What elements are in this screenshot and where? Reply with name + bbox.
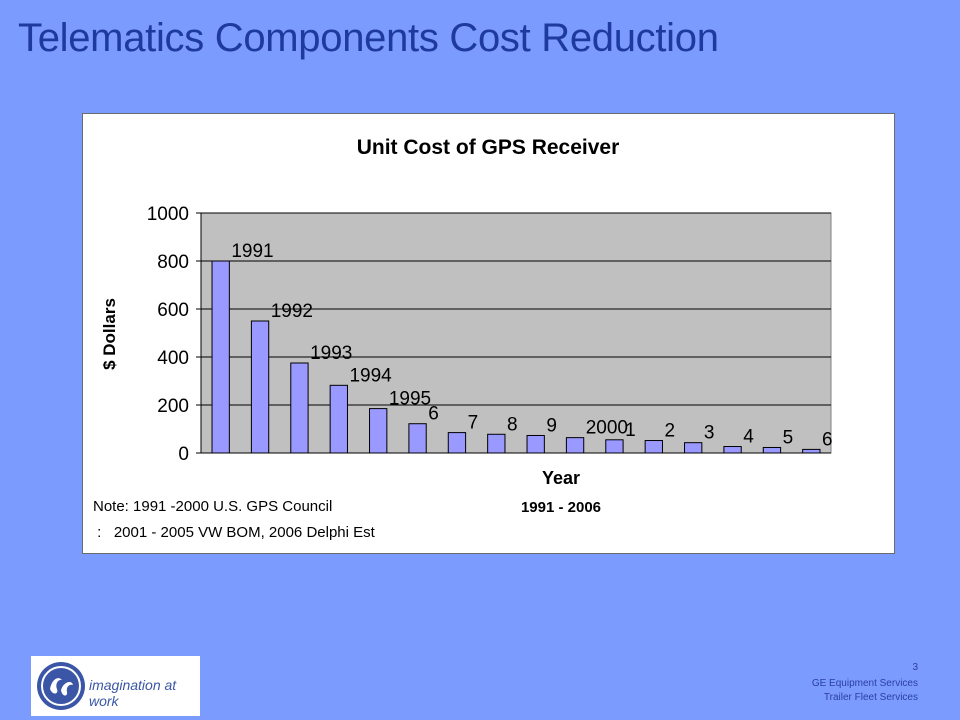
slide-title: Telematics Components Cost Reduction: [18, 16, 719, 60]
data-label-1994: 1994: [349, 365, 392, 386]
data-label-2002: 2: [664, 421, 675, 442]
y-tick-label: 200: [157, 396, 189, 417]
bar-1998: [487, 433, 506, 454]
data-label-2005: 5: [783, 427, 794, 448]
data-label-2006: 6: [822, 429, 833, 450]
bar-2006: [802, 448, 821, 454]
bar-1993: [290, 362, 309, 454]
bar-2002: [644, 440, 663, 454]
bar-1999: [526, 434, 545, 454]
y-axis-title: $ Dollars: [100, 298, 119, 370]
data-label-2001: 1: [625, 420, 636, 441]
footer-company: GE Equipment Services: [811, 678, 918, 689]
data-label-2004: 4: [743, 427, 754, 448]
y-tick-label: 400: [157, 348, 189, 369]
bar-chart: Unit Cost of GPS Receiver 19911992199319…: [100, 136, 833, 516]
y-tick-label: 600: [157, 300, 189, 321]
data-label-1992: 1992: [271, 301, 313, 322]
bar-1994: [329, 384, 348, 454]
data-label-1999: 9: [546, 415, 557, 436]
y-tick-labels: 0 200 400 600 800 1000: [147, 204, 189, 465]
y-tick-label: 0: [178, 444, 189, 465]
data-label-1998: 8: [507, 414, 518, 435]
ge-logo: imagination at work: [31, 656, 200, 716]
bar-1996: [408, 423, 427, 454]
footer-division: Trailer Fleet Services: [823, 692, 918, 703]
data-label-2000: 2000: [586, 418, 628, 439]
x-axis-title: Year: [542, 468, 580, 488]
bar-2000: [565, 437, 585, 454]
bar-2004: [723, 446, 742, 454]
x-axis-range-label: 1991 - 2006: [521, 499, 601, 516]
bar-2003: [684, 442, 703, 454]
bar-1995: [369, 408, 388, 454]
bars: [211, 260, 821, 454]
data-label-2003: 3: [704, 423, 715, 444]
chart-title: Unit Cost of GPS Receiver: [357, 136, 620, 159]
source-note-line-2: : 2001 - 2005 VW BOM, 2006 Delphi Est: [93, 524, 375, 541]
data-label-1996: 6: [428, 404, 439, 425]
chart-container: Unit Cost of GPS Receiver 1991 1992 1993 19…: [82, 113, 895, 554]
data-label-1997: 7: [468, 413, 479, 434]
bar-1991: [211, 260, 230, 454]
bar-2005: [762, 446, 782, 454]
logo-tagline: imagination at work: [89, 677, 177, 709]
bar-2001: [605, 439, 624, 454]
y-tick-label: 1000: [147, 204, 189, 225]
data-label-1991: 1991: [231, 241, 273, 262]
page-number: 3: [912, 662, 918, 673]
y-tick-label: 800: [157, 252, 189, 273]
bar-1992: [250, 320, 270, 454]
source-note-line-1: Note: 1991 -2000 U.S. GPS Council: [93, 498, 333, 515]
data-label-1993: 1993: [310, 343, 352, 364]
data-label-1995: 1995: [389, 389, 431, 410]
bar-1997: [447, 432, 467, 454]
ge-monogram-icon: [37, 662, 85, 710]
